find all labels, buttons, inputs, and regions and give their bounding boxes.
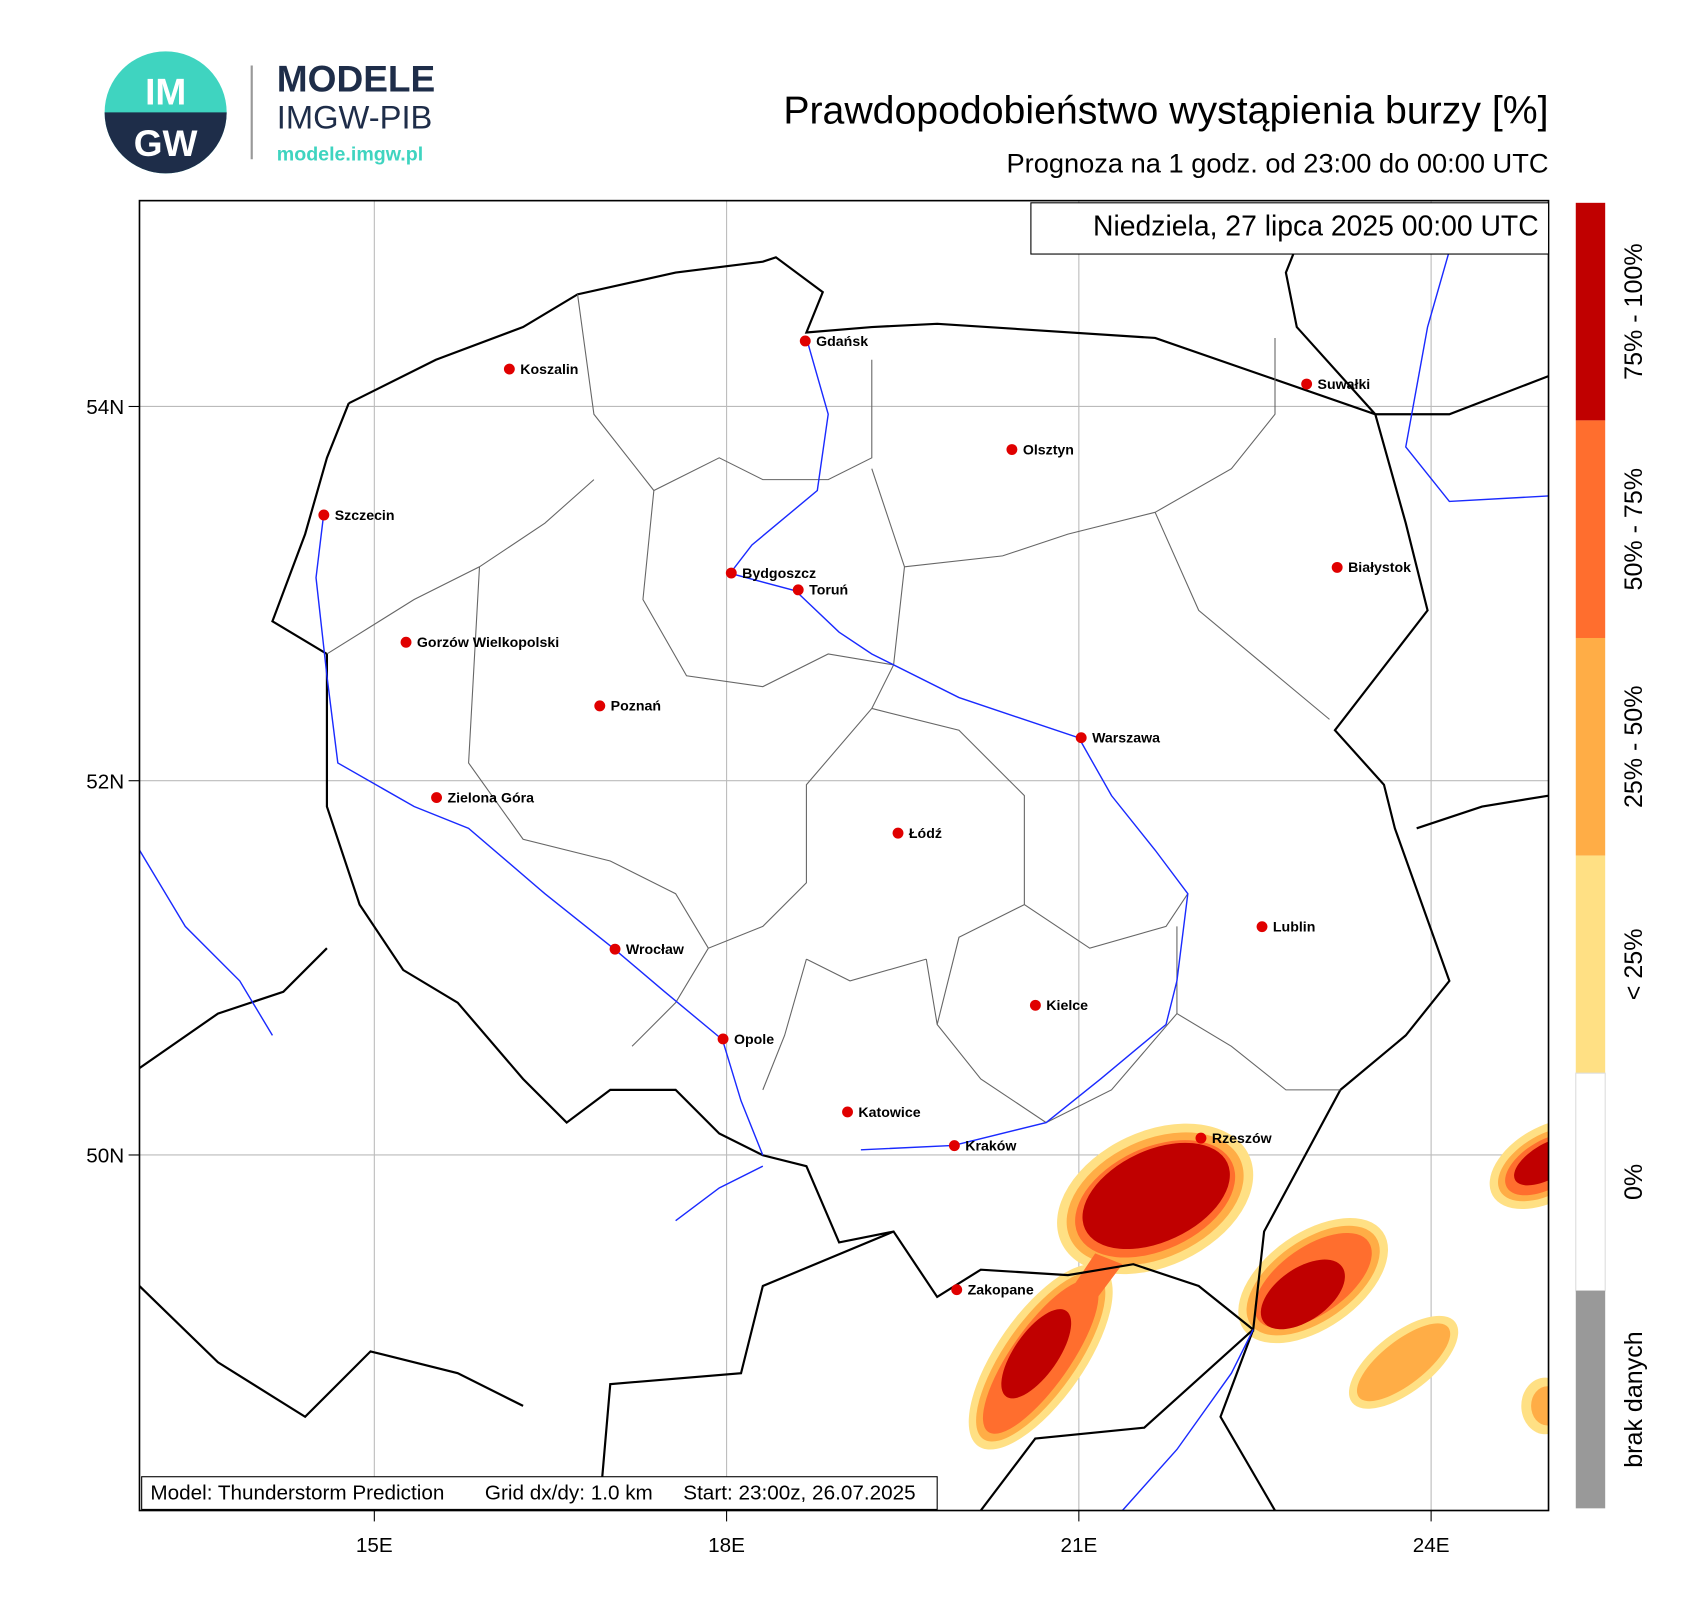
- footer-model: Model: Thunderstorm Prediction: [150, 1482, 444, 1505]
- city-label: Gdańsk: [816, 334, 868, 350]
- city-label: Rzeszów: [1212, 1131, 1273, 1147]
- cities: Gdańsk Koszalin Suwałki Olsztyn Szczecin Bydg…: [318, 334, 1411, 1299]
- city-dot: [842, 1106, 853, 1118]
- logo: IM GW MODELE IMGW-PIB modele.imgw.pl: [104, 51, 435, 174]
- footer-start: Start: 23:00z, 26.07.2025: [683, 1482, 915, 1505]
- city-dot: [1075, 732, 1087, 744]
- legend-label: 0%: [1620, 1164, 1648, 1200]
- city-label: Zakopane: [968, 1283, 1034, 1299]
- legend-label: 75% - 100%: [1620, 243, 1648, 379]
- city-dot: [1331, 561, 1343, 573]
- title: Prawdopodobieństwo wystąpienia burzy [%]: [783, 88, 1548, 132]
- city-label: Olsztyn: [1023, 442, 1074, 458]
- city-label: Zielona Góra: [447, 790, 534, 806]
- legend-label: 50% - 75%: [1620, 468, 1648, 591]
- city-dot: [951, 1284, 963, 1296]
- footer-box: [141, 1476, 938, 1510]
- legend: 75% - 100% 50% - 75% 25% - 50% < 25% 0% brak …: [1575, 202, 1648, 1509]
- legend-swatch: [1575, 855, 1606, 1074]
- city-dot: [431, 792, 443, 804]
- city-dot: [792, 584, 804, 596]
- logo-text: GW: [134, 122, 198, 164]
- storm-field: [968, 1118, 1549, 1450]
- city-label: Katowice: [858, 1105, 920, 1121]
- city-label: Białystok: [1348, 560, 1411, 576]
- y-tick-label: 54N: [86, 396, 124, 419]
- city-label: Opole: [734, 1032, 774, 1048]
- legend-swatch: [1575, 202, 1606, 421]
- y-tick-label: 52N: [86, 770, 124, 793]
- y-tick-label: 50N: [86, 1145, 124, 1168]
- city-label: Suwałki: [1318, 377, 1371, 393]
- city-dot: [892, 827, 904, 839]
- subtitle: Prognoza na 1 godz. od 23:00 do 00:00 UT…: [1006, 147, 1548, 178]
- city-label: Poznań: [611, 699, 661, 715]
- city-dot: [1195, 1132, 1207, 1144]
- city-dot: [948, 1140, 960, 1152]
- city-label: Warszawa: [1092, 731, 1160, 747]
- city-dot: [594, 700, 606, 712]
- city-label: Szczecin: [335, 508, 395, 524]
- city-label: Kraków: [965, 1138, 1017, 1154]
- legend-label: < 25%: [1620, 929, 1648, 1001]
- city-label: Gorzów Wielkopolski: [417, 635, 559, 651]
- legend-swatch: [1575, 420, 1606, 638]
- logo-text: IM: [145, 71, 186, 113]
- x-tick-label: 21E: [1060, 1534, 1097, 1557]
- city-dot: [799, 335, 811, 347]
- legend-swatch: [1575, 1290, 1606, 1509]
- city-dot: [1256, 921, 1268, 933]
- city-label: Bydgoszcz: [742, 566, 816, 582]
- borders: [139, 217, 1549, 1511]
- city-dot: [725, 567, 737, 579]
- city-label: Wrocław: [626, 942, 685, 958]
- legend-swatch: [1575, 1072, 1606, 1292]
- city-label: Koszalin: [520, 362, 578, 378]
- legend-swatch: [1575, 637, 1606, 856]
- city-label: Lublin: [1273, 920, 1315, 936]
- brand: MODELE: [277, 58, 435, 100]
- x-tick-label: 18E: [708, 1534, 745, 1557]
- legend-label: brak danych: [1620, 1331, 1648, 1467]
- city-dot: [503, 363, 515, 375]
- x-tick-label: 24E: [1413, 1534, 1450, 1557]
- valid-time: Niedziela, 27 lipca 2025 00:00 UTC: [1093, 211, 1539, 243]
- city-label: Kielce: [1046, 998, 1088, 1014]
- city-dot: [1029, 999, 1041, 1011]
- city-dot: [717, 1033, 729, 1045]
- city-dot: [318, 509, 330, 521]
- footer-grid: Grid dx/dy: 1.0 km: [485, 1482, 653, 1505]
- url: modele.imgw.pl: [277, 143, 423, 165]
- city-label: Toruń: [809, 583, 848, 599]
- city-dot: [609, 943, 621, 955]
- legend-label: 25% - 50%: [1620, 686, 1648, 809]
- city-dot: [1006, 444, 1018, 455]
- valid-time-box: [1030, 202, 1550, 255]
- city-label: Łódź: [909, 826, 942, 842]
- city-dot: [400, 636, 412, 648]
- org: IMGW-PIB: [277, 99, 433, 136]
- x-tick-label: 15E: [356, 1534, 393, 1557]
- map-frame: [138, 199, 1550, 1512]
- city-dot: [1301, 378, 1313, 390]
